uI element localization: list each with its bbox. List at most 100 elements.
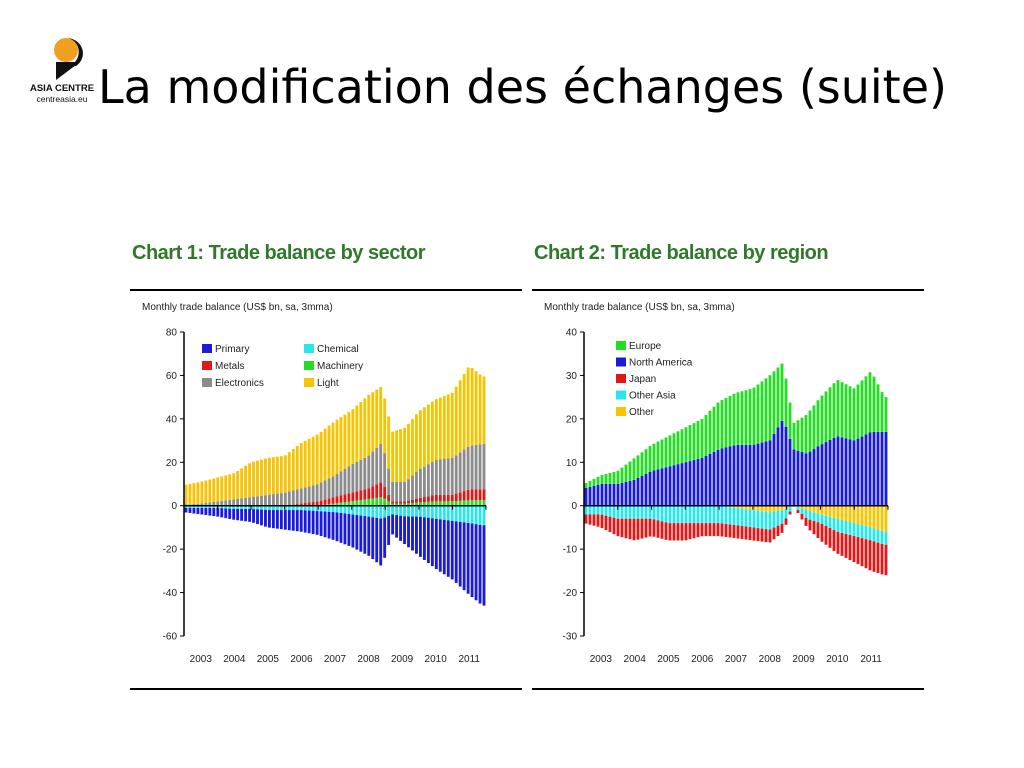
- chart1-bar-electronics: [204, 502, 208, 506]
- chart2-bar-europe: [792, 422, 796, 450]
- chart1-bar-primary: [264, 509, 267, 527]
- chart2-bar-north-america: [752, 444, 756, 506]
- chart1-bar-chemical: [407, 505, 410, 517]
- chart2-bar-north-america: [836, 436, 840, 506]
- chart-2-title: Chart 2: Trade balance by region: [534, 242, 829, 264]
- chart1-bar-primary: [184, 507, 188, 513]
- chart1-bar-metals: [458, 492, 462, 501]
- chart1-bar-chemical: [232, 505, 236, 509]
- chart2-bar-japan: [784, 518, 788, 525]
- chart1-bar-light: [367, 394, 371, 456]
- chart2-bar-other: [820, 505, 824, 515]
- chart1-bar-primary: [260, 509, 263, 526]
- chart1-bar-chemical: [458, 505, 462, 522]
- chart2-bar-other-asia: [720, 506, 724, 524]
- chart2-bar-other-asia: [828, 516, 832, 528]
- chart1-bar-primary: [379, 518, 383, 566]
- chart2-bar-north-america: [708, 453, 712, 506]
- chart1-bar-light: [438, 397, 442, 460]
- chart2-bar-other: [812, 505, 816, 513]
- chart2-bar-other: [764, 505, 768, 512]
- chart1-bar-light: [482, 376, 486, 444]
- chart2-bar-other-asia: [640, 505, 644, 519]
- chart1-bar-metals: [434, 494, 438, 502]
- chart1-bar-chemical: [355, 505, 359, 516]
- chart2-bar-japan: [668, 523, 672, 541]
- chart1-bar-electronics: [458, 452, 462, 493]
- chart1-bar-primary: [383, 517, 387, 558]
- chart1-bar-metals: [331, 497, 335, 504]
- chart1-bar-chemical: [446, 505, 450, 521]
- chart2-bar-europe: [600, 475, 604, 484]
- chart1-bar-primary: [450, 520, 454, 580]
- chart1-bar-light: [335, 419, 339, 475]
- chart1-bar-electronics: [224, 500, 228, 506]
- chart2-y-tick-label: 40: [566, 328, 578, 339]
- chart1-bar-machinery: [470, 500, 474, 506]
- chart1-x-tick-label: 2003: [190, 654, 213, 665]
- chart1-bar-chemical: [256, 505, 259, 510]
- chart2-bar-other-asia: [612, 505, 616, 518]
- chart1-bar-chemical: [323, 505, 327, 512]
- chart2-bar-japan: [844, 534, 848, 558]
- chart-1-panel: Monthly trade balance (US$ bn, sa, 3mma)…: [130, 238, 522, 696]
- chart2-bar-europe: [848, 386, 852, 440]
- chart1-bar-light: [260, 459, 263, 496]
- chart2-bar-japan: [756, 528, 760, 542]
- chart1-bar-machinery: [407, 503, 410, 506]
- chart1-bar-primary: [391, 514, 395, 535]
- chart1-bar-chemical: [244, 505, 248, 509]
- chart1-bar-light: [196, 482, 200, 504]
- chart2-bar-north-america: [772, 433, 776, 506]
- chart1-bar-electronics: [359, 459, 363, 491]
- chart2-bar-north-america: [600, 484, 604, 506]
- chart1-bar-light: [192, 483, 196, 504]
- chart2-bar-europe: [872, 376, 876, 432]
- chart1-bar-light: [291, 449, 295, 491]
- chart1-bar-primary: [430, 518, 434, 567]
- chart1-bar-primary: [434, 518, 438, 570]
- chart1-bar-primary: [279, 510, 283, 530]
- chart2-bar-japan: [868, 540, 872, 571]
- chart2-bar-europe: [616, 470, 620, 484]
- chart1-bar-electronics: [236, 498, 240, 506]
- chart1-x-tick-label: 2011: [458, 654, 480, 665]
- chart2-bar-europe: [824, 391, 828, 443]
- chart2-bar-other-asia: [812, 512, 816, 522]
- chart1-bar-electronics: [192, 503, 196, 506]
- chart2-bar-north-america: [676, 464, 680, 506]
- chart2-y-tick-label: 0: [571, 501, 577, 512]
- chart1-bar-metals: [383, 487, 387, 499]
- chart1-bar-metals: [387, 494, 391, 502]
- chart1-bar-light: [351, 409, 355, 464]
- chart1-bar-primary: [311, 510, 315, 535]
- chart2-bar-other-asia: [872, 528, 876, 542]
- chart2-bar-europe: [868, 372, 872, 433]
- chart2-bar-europe: [788, 402, 792, 439]
- chart2-bar-north-america: [716, 449, 720, 506]
- chart2-bar-europe: [668, 435, 672, 467]
- chart2-bar-japan: [780, 523, 784, 533]
- chart2-bar-europe: [796, 420, 800, 451]
- chart2-bar-japan: [664, 522, 668, 540]
- chart1-bar-chemical: [204, 505, 208, 508]
- chart1-bar-electronics: [422, 466, 426, 498]
- chart2-bar-north-america: [652, 470, 656, 506]
- chart1-bar-primary: [403, 516, 406, 545]
- chart1-bar-primary: [407, 516, 410, 548]
- chart2-bar-japan: [788, 511, 792, 515]
- chart2-bar-europe: [844, 384, 848, 439]
- chart2-legend-swatch-north-america: [616, 357, 626, 367]
- chart2-bar-other: [780, 505, 784, 511]
- chart1-legend-label-chemical: Chemical: [317, 344, 359, 355]
- chart2-bar-japan: [648, 518, 652, 537]
- chart2-bar-other-asia: [584, 505, 588, 515]
- chart1-bar-machinery: [399, 503, 402, 506]
- chart2-bar-europe: [704, 414, 708, 456]
- chart1-bar-electronics: [434, 460, 438, 495]
- chart2-bar-other-asia: [704, 505, 708, 524]
- chart2-bar-other-asia: [784, 508, 788, 519]
- chart2-bar-europe: [608, 472, 612, 484]
- chart1-subtitle: Monthly trade balance (US$ bn, sa, 3mma): [142, 302, 333, 313]
- chart2-x-tick-label: 2010: [826, 654, 849, 665]
